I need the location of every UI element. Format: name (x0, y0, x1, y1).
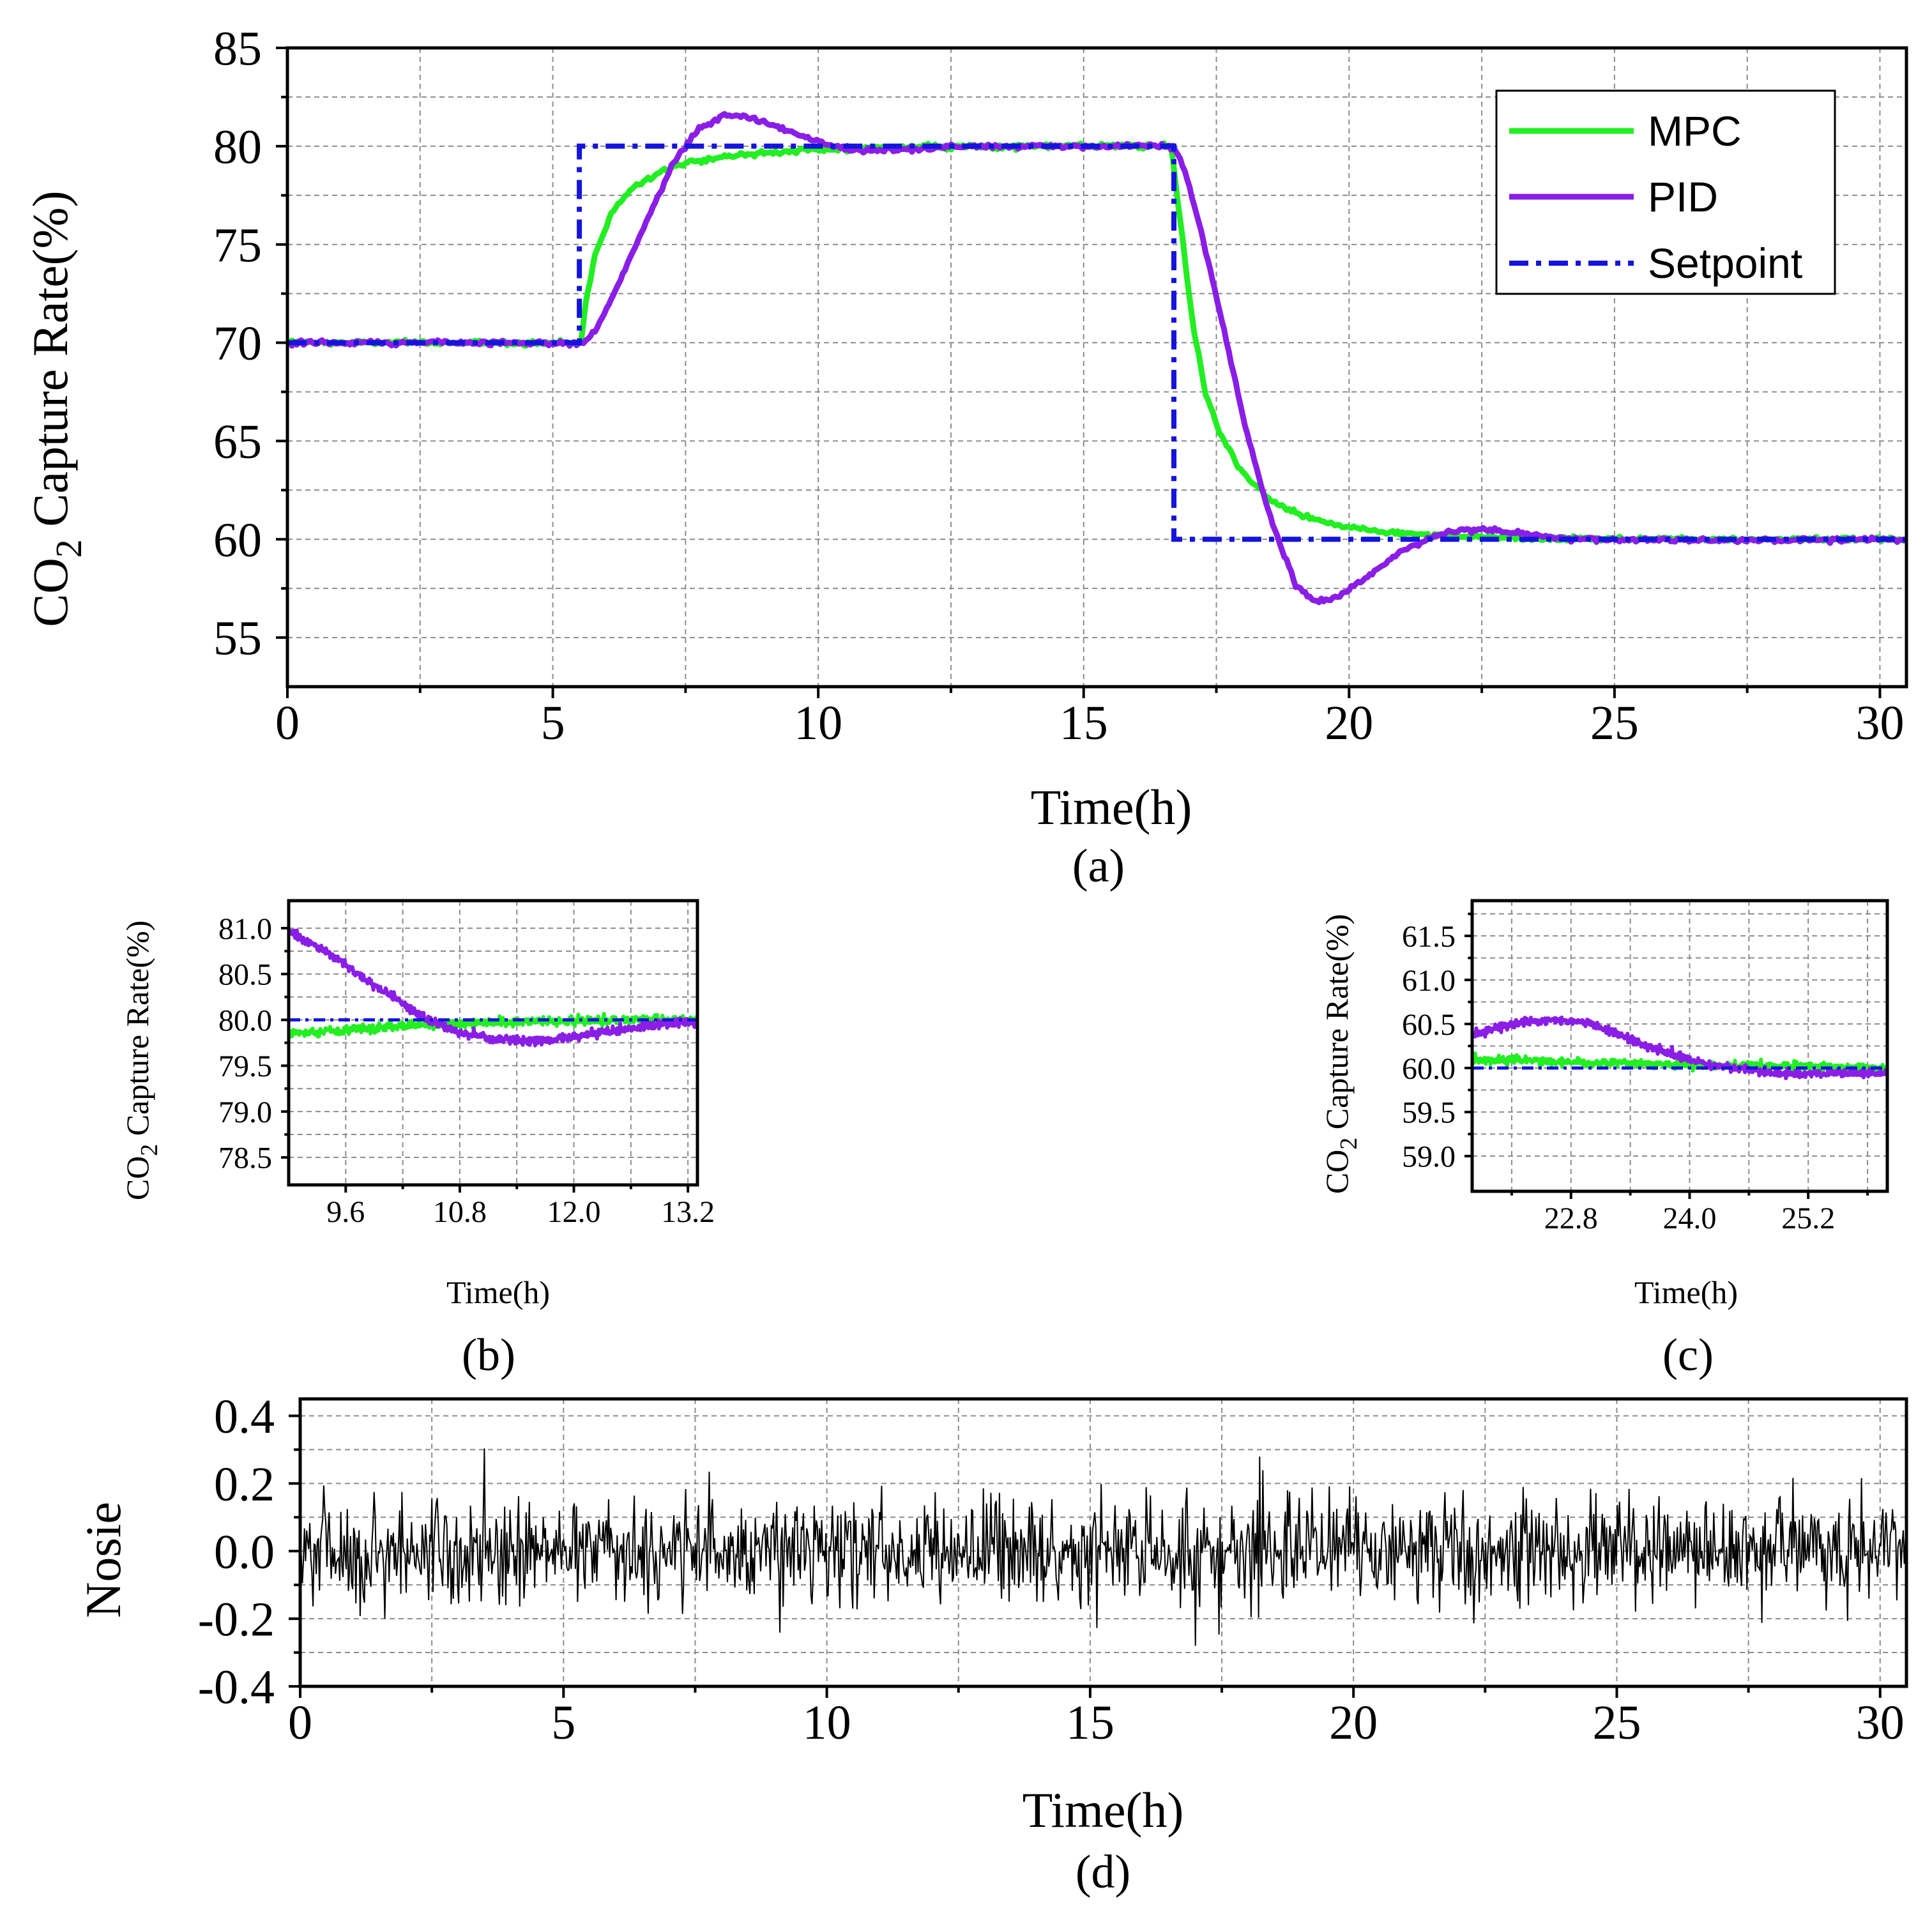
legend-box (1495, 89, 1836, 295)
chart-c-y-tick-labels: 59.0 59.5 60.0 60.5 61.0 61.5 (1402, 920, 1456, 1174)
chart-b-y-label: CO2 Capture Rate(%) (119, 920, 163, 1200)
chart-d-xtick-label: 15 (1066, 1696, 1114, 1750)
chart-a-ytick-label: 65 (213, 415, 262, 469)
chart-a-ytick-label: 60 (213, 514, 262, 567)
chart-c-ytick-label: 60.5 (1402, 1008, 1456, 1042)
chart-b-ytick-label: 78.5 (218, 1141, 272, 1175)
chart-c-ytick-label: 59.0 (1402, 1140, 1456, 1174)
chart-a-series (287, 111, 1906, 606)
chart-d-xtick-label: 0 (288, 1696, 312, 1750)
chart-d-ytick-label: 0.2 (214, 1458, 275, 1511)
chart-a-ytick-label: 85 (213, 22, 262, 76)
chart-b-ytick-label: 80.0 (218, 1004, 272, 1037)
chart-c-grid (1472, 901, 1887, 1191)
chart-a-xtick-label: 20 (1325, 696, 1373, 750)
chart-a-ticks (276, 47, 1882, 698)
chart-c-series (1472, 1015, 1887, 1081)
chart-b-series-pid (289, 927, 697, 1048)
chart-c-xtick-label: 22.8 (1544, 1202, 1598, 1235)
chart-c-x-label: Time(h) (1634, 1274, 1738, 1310)
chart-a-ytick-label: 55 (213, 612, 262, 666)
chart-b: 9.6 10.8 12.0 13.2 78.5 79.0 79.5 80.0 80.5 81.0… (119, 899, 715, 1380)
chart-c-xtick-label: 24.0 (1662, 1202, 1716, 1235)
chart-d-y-tick-labels: -0.4 -0.2 0.0 0.2 0.4 (198, 1390, 275, 1714)
legend-pid-label: PID (1648, 173, 1718, 220)
chart-d-series-nosie (300, 1448, 1906, 1646)
chart-a-ytick-label: 80 (213, 120, 262, 174)
chart-a-ytick-label: 70 (213, 317, 262, 370)
chart-b-ticks (281, 927, 690, 1193)
chart-d-ytick-label: -0.2 (198, 1593, 275, 1647)
chart-d-series (300, 1448, 1906, 1646)
chart-a-xtick-label: 30 (1855, 696, 1904, 750)
legend-mpc-label: MPC (1648, 107, 1742, 155)
chart-d-caption: (d) (1076, 1846, 1130, 1898)
chart-c-ytick-label: 61.0 (1402, 964, 1456, 998)
chart-a-series-setpoint (287, 143, 1906, 542)
chart-a-legend: MPC PID Setpoint (1495, 89, 1836, 295)
chart-b-ytick-label: 81.0 (218, 912, 272, 946)
chart-a-caption: (a) (1072, 840, 1125, 892)
chart-a-xtick-label: 25 (1590, 696, 1639, 750)
chart-a-y-label: CO2 Capture Rate(%) (22, 190, 89, 627)
chart-c-caption: (c) (1662, 1329, 1714, 1380)
chart-d-ytick-label: 0.4 (214, 1390, 275, 1444)
chart-a-xtick-label: 5 (541, 696, 565, 750)
chart-d-ytick-label: -0.4 (198, 1661, 275, 1714)
chart-a-ytick-label: 75 (213, 218, 262, 272)
chart-c-ticks (1464, 912, 1869, 1199)
legend-setpoint-label: Setpoint (1648, 240, 1802, 287)
chart-b-xtick-label: 10.8 (433, 1195, 487, 1229)
chart-d-ytick-label: 0.0 (214, 1525, 275, 1579)
chart-c-ytick-label: 60.0 (1402, 1052, 1456, 1086)
chart-a-frame (285, 46, 1908, 689)
chart-d-x-tick-labels: 0 5 10 15 20 25 30 (288, 1696, 1905, 1750)
chart-b-ytick-label: 79.5 (218, 1049, 272, 1083)
chart-b-x-tick-labels: 9.6 10.8 12.0 13.2 (326, 1195, 715, 1229)
chart-d-xtick-label: 30 (1856, 1696, 1905, 1750)
chart-c: 22.8 24.0 25.2 59.0 59.5 60.0 60.5 61.0 61.5 Ti… (1319, 899, 1889, 1380)
chart-b-series-mpc (289, 1012, 697, 1040)
chart-d-xtick-label: 20 (1329, 1696, 1378, 1750)
chart-c-series-pid (1472, 1015, 1887, 1081)
chart-c-xtick-label: 25.2 (1781, 1202, 1835, 1235)
chart-a-xtick-label: 0 (275, 696, 300, 750)
chart-b-caption: (b) (462, 1329, 515, 1380)
chart-a-y-tick-labels: 55 60 65 70 75 80 85 (213, 22, 262, 666)
chart-a-x-label: Time(h) (1031, 779, 1192, 835)
chart-c-ytick-label: 59.5 (1402, 1096, 1456, 1130)
chart-b-y-tick-labels: 78.5 79.0 79.5 80.0 80.5 81.0 (218, 912, 272, 1175)
chart-d-xtick-label: 25 (1592, 1696, 1641, 1750)
chart-a-xtick-label: 15 (1060, 696, 1108, 750)
chart-b-grid (289, 901, 697, 1185)
chart-d-y-label: Nosie (75, 1502, 131, 1618)
chart-b-x-label: Time(h) (446, 1274, 550, 1310)
chart-a-xtick-label: 10 (794, 696, 842, 750)
chart-a: 0 5 10 15 20 25 30 55 60 65 70 75 80 85 MPC PID Setp… (22, 22, 1908, 892)
chart-a-x-tick-labels: 0 5 10 15 20 25 30 (275, 696, 1904, 750)
chart-c-x-tick-labels: 22.8 24.0 25.2 (1544, 1202, 1835, 1235)
chart-d-xtick-label: 5 (551, 1696, 575, 1750)
chart-b-xtick-label: 9.6 (326, 1195, 365, 1229)
chart-b-xtick-label: 12.0 (547, 1195, 601, 1229)
chart-b-ytick-label: 80.5 (218, 958, 272, 992)
chart-c-series-mpc (1472, 1051, 1887, 1074)
chart-b-series (289, 927, 697, 1048)
chart-d-frame (298, 1397, 1908, 1688)
chart-d-ticks (289, 1414, 1882, 1698)
chart-b-ytick-label: 79.0 (218, 1095, 272, 1129)
chart-c-y-label: CO2 Capture Rate(%) (1319, 914, 1362, 1194)
chart-d-x-label: Time(h) (1023, 1782, 1184, 1838)
chart-d: 0 5 10 15 20 25 30 -0.4 -0.2 0.0 0.2 0.4 Time(h) (… (75, 1390, 1908, 1898)
chart-b-xtick-label: 13.2 (661, 1195, 715, 1229)
chart-c-ytick-label: 61.5 (1402, 920, 1456, 954)
chart-d-xtick-label: 10 (803, 1696, 851, 1750)
